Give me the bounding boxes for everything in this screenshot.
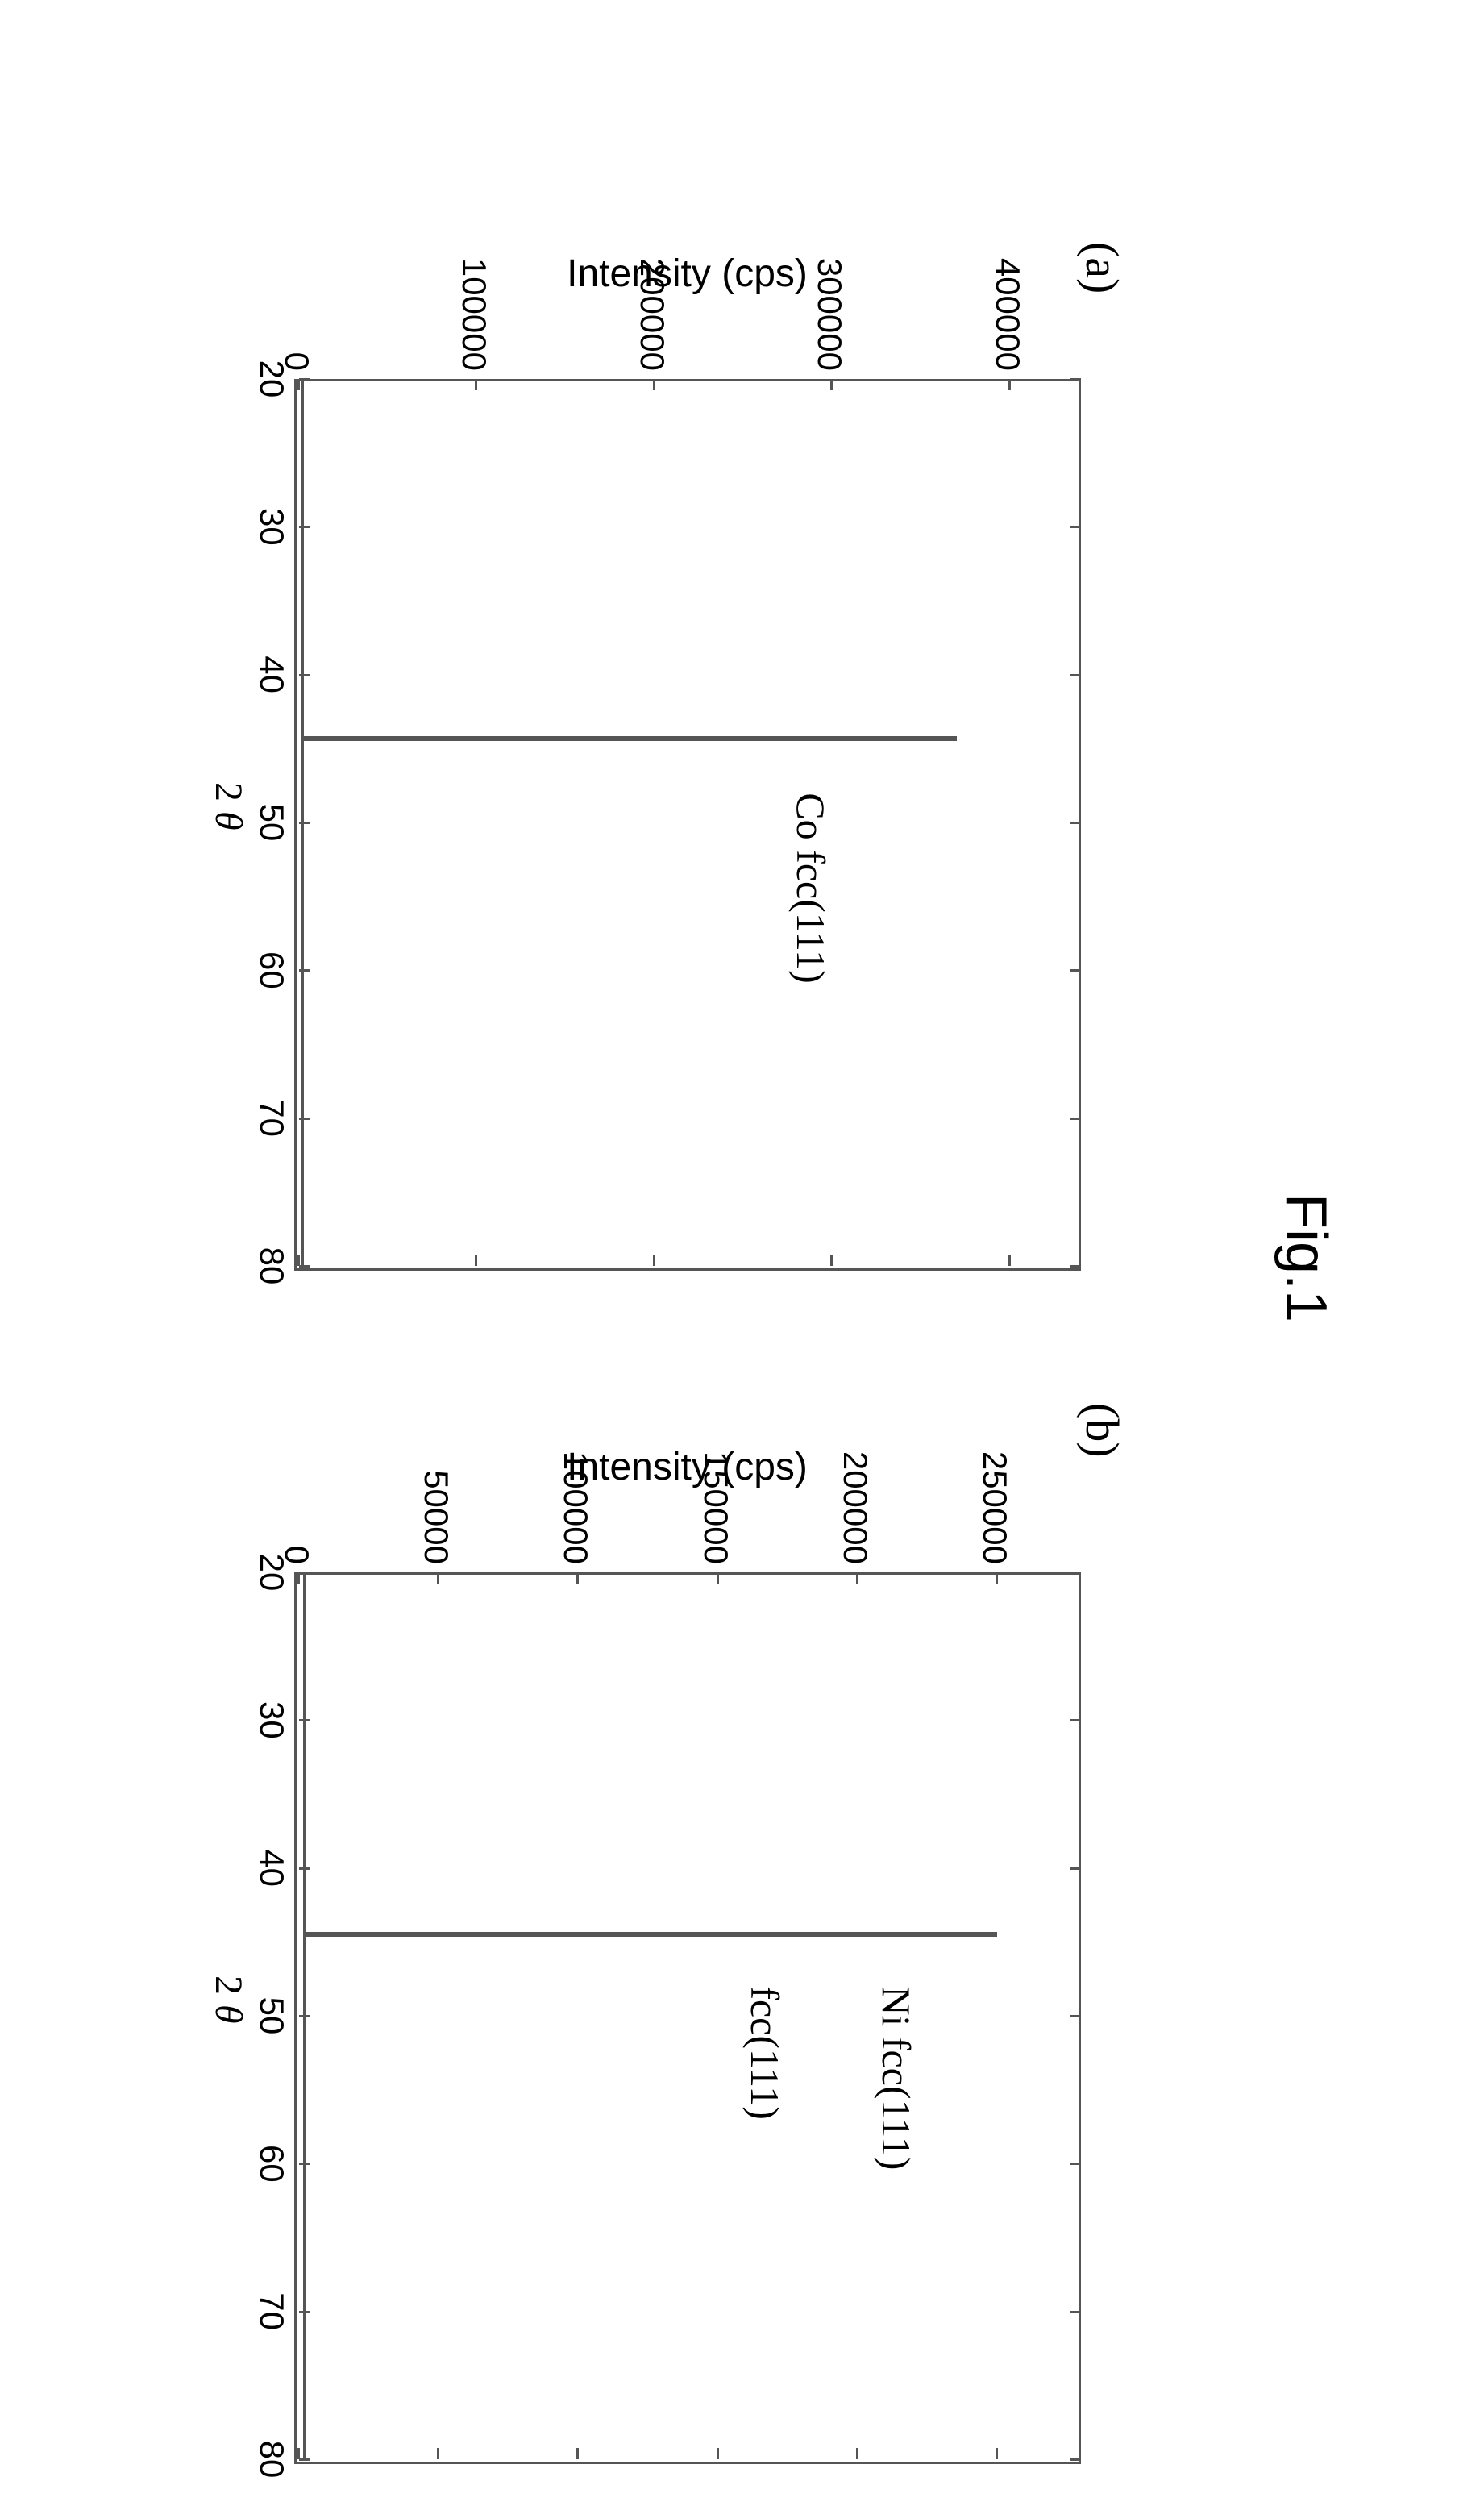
y-tick-mark [856, 1572, 858, 1584]
x-tick-label: 40 [252, 643, 291, 707]
y-tick-label: 200000 [836, 1411, 875, 1564]
x-tick-mark-top [1070, 1572, 1081, 1574]
y-tick-mark-right [830, 1255, 833, 1266]
y-tick-mark-right [717, 2448, 719, 2459]
page-rotated-container: Fig.1 (a) 010000020000030000040000020304… [0, 0, 1484, 2502]
x-tick-mark-top [1070, 969, 1081, 972]
x-tick-label: 80 [252, 1234, 291, 1298]
x-tick-label: 30 [252, 494, 291, 559]
panel-b-label: (b) [1075, 1403, 1129, 1458]
x-tick-label: 70 [252, 1086, 291, 1151]
y-tick-label: 400000 [988, 218, 1027, 371]
x-tick-mark-top [1070, 822, 1081, 824]
x-tick-label: 70 [252, 2279, 291, 2344]
y-tick-mark-right [856, 2448, 858, 2459]
y-tick-mark-right [996, 2448, 998, 2459]
panel-a-label: (a) [1075, 242, 1129, 293]
y-tick-label: 250000 [975, 1411, 1014, 1564]
plot-area [294, 1572, 1081, 2464]
y-tick-label: 100000 [455, 218, 493, 371]
y-tick-mark-right [576, 2448, 579, 2459]
data-baseline [301, 379, 304, 1266]
x-tick-mark-top [1070, 674, 1081, 676]
x-tick-mark-top [1070, 2458, 1081, 2461]
y-tick-mark [653, 379, 655, 390]
xrd-peak [302, 736, 956, 741]
x-axis-label: 2 θ [206, 782, 251, 831]
y-tick-mark [475, 379, 477, 390]
y-tick-mark [576, 1572, 579, 1584]
y-tick-mark-right [1008, 1255, 1011, 1266]
y-axis-label: Intensity (cps) [567, 252, 808, 296]
y-tick-mark [437, 1572, 439, 1584]
x-tick-mark-top [1070, 2311, 1081, 2313]
x-tick-mark-top [1070, 2163, 1081, 2165]
y-tick-mark [297, 379, 300, 390]
y-axis-label: Intensity (cps) [567, 1445, 808, 1489]
y-tick-mark [996, 1572, 998, 1584]
x-tick-label: 50 [252, 1984, 291, 2048]
x-tick-label: 80 [252, 2427, 291, 2492]
y-tick-mark [1008, 379, 1011, 390]
x-tick-mark-top [1070, 526, 1081, 528]
figure-title: Fig.1 [1273, 1193, 1339, 1322]
x-tick-mark-top [1070, 378, 1081, 381]
x-tick-mark-top [1070, 1265, 1081, 1268]
x-tick-mark-top [1070, 1719, 1081, 1721]
x-tick-label: 20 [252, 1540, 291, 1605]
y-tick-mark-right [475, 1255, 477, 1266]
x-tick-mark-top [1070, 1118, 1081, 1120]
y-tick-mark-right [437, 2448, 439, 2459]
y-tick-mark-right [297, 2448, 300, 2459]
x-tick-label: 40 [252, 1836, 291, 1900]
y-tick-mark-right [297, 1255, 300, 1266]
y-tick-label: 50000 [417, 1411, 455, 1564]
xrd-peak [305, 1932, 997, 1937]
y-tick-mark [717, 1572, 719, 1584]
y-tick-mark-right [653, 1255, 655, 1266]
peak-annotation: fcc(111) [742, 1986, 788, 2120]
y-tick-mark [830, 379, 833, 390]
peak-annotation: Ni fcc(111) [873, 1986, 920, 2170]
peak-annotation: Co fcc(111) [788, 793, 834, 983]
x-tick-mark-top [1070, 1867, 1081, 1870]
x-tick-label: 60 [252, 938, 291, 1002]
x-tick-label: 60 [252, 2131, 291, 2196]
x-axis-label: 2 θ [206, 1975, 251, 2024]
x-tick-mark-top [1070, 2015, 1081, 2017]
x-tick-label: 30 [252, 1688, 291, 1752]
x-tick-label: 20 [252, 347, 291, 411]
data-baseline [303, 1572, 306, 2459]
y-tick-mark [297, 1572, 300, 1584]
y-tick-label: 300000 [810, 218, 849, 371]
x-tick-label: 50 [252, 790, 291, 855]
plot-area [294, 379, 1081, 1271]
